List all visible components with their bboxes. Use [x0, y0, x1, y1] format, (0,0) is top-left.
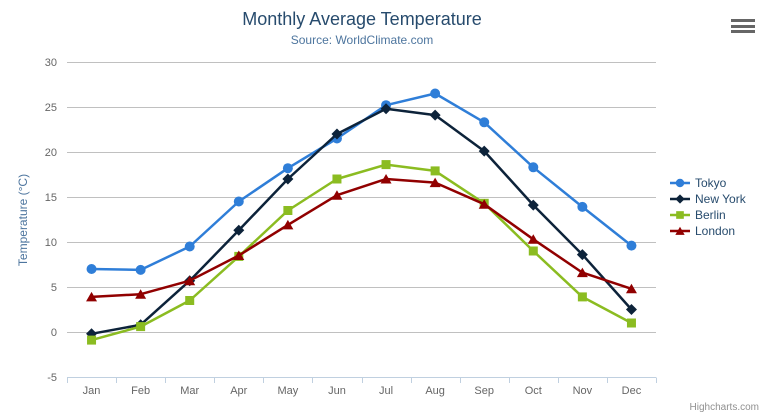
legend: Tokyo New York Berlin London: [670, 177, 746, 237]
point-tokyo-dec[interactable]: [626, 240, 637, 251]
point-tokyo-apr[interactable]: [233, 196, 244, 207]
series-line-tokyo[interactable]: [90, 92, 633, 272]
point-tokyo-jan[interactable]: [86, 264, 97, 274]
point-london-mar[interactable]: [184, 275, 196, 286]
legend-triangle-icon: [670, 226, 690, 235]
point-tokyo-may[interactable]: [282, 163, 293, 174]
legend-label: New York: [695, 192, 746, 206]
chart-subtitle: Source: WorldClimate.com: [290, 33, 434, 47]
point-berlin-oct[interactable]: [528, 246, 538, 256]
point-london-sep[interactable]: [478, 199, 490, 209]
point-tokyo-mar[interactable]: [184, 241, 195, 252]
legend-diamond-icon: [670, 194, 690, 204]
point-berlin-jun[interactable]: [332, 174, 342, 184]
point-london-jun[interactable]: [331, 190, 343, 200]
point-london-feb[interactable]: [135, 289, 147, 299]
point-berlin-dec[interactable]: [626, 318, 636, 328]
point-berlin-mar[interactable]: [185, 296, 195, 305]
point-london-jan[interactable]: [86, 291, 98, 302]
x-axis-label: Aug: [425, 385, 445, 397]
x-axis-label: Jun: [328, 385, 346, 397]
legend-label: London: [695, 224, 736, 238]
x-axis-label: Feb: [131, 385, 150, 397]
legend-marker: [676, 211, 684, 219]
legend-item-berlin[interactable]: Berlin: [670, 209, 746, 221]
point-new-york-oct[interactable]: [527, 199, 539, 211]
point-berlin-feb[interactable]: [136, 322, 146, 332]
point-berlin-aug[interactable]: [430, 166, 440, 176]
y-axis-label: 15: [45, 192, 57, 204]
chart-title: Monthly Average Temperature: [242, 9, 482, 29]
point-berlin-jul[interactable]: [381, 160, 391, 170]
point-tokyo-feb[interactable]: [135, 264, 146, 275]
point-new-york-may[interactable]: [282, 173, 294, 185]
point-london-dec[interactable]: [625, 283, 637, 294]
hamburger-icon-bar: [731, 24, 755, 28]
x-axis-label: Nov: [573, 385, 593, 397]
x-axis-label: May: [277, 385, 298, 397]
series-line-berlin[interactable]: [90, 163, 633, 342]
legend-circle-icon: [670, 178, 690, 188]
hamburger-icon-bar: [731, 19, 755, 22]
point-berlin-nov[interactable]: [577, 292, 587, 302]
y-axis-label: 0: [51, 327, 57, 339]
legend-square-icon: [670, 211, 690, 219]
legend-item-tokyo[interactable]: Tokyo: [670, 177, 746, 189]
point-london-apr[interactable]: [233, 250, 245, 261]
legend-marker: [675, 178, 685, 188]
x-axis-label: Jan: [83, 385, 101, 397]
y-axis-label: 30: [45, 57, 57, 69]
point-london-may[interactable]: [282, 219, 294, 230]
point-tokyo-sep[interactable]: [479, 117, 490, 128]
legend-item-new-york[interactable]: New York: [670, 193, 746, 205]
point-london-jul[interactable]: [380, 174, 392, 184]
point-london-oct[interactable]: [527, 234, 539, 244]
point-new-york-jul[interactable]: [380, 103, 392, 115]
x-axis-label: Dec: [622, 385, 642, 397]
x-axis-label: Jul: [379, 385, 393, 397]
series-line-new-york[interactable]: [90, 107, 633, 336]
legend-item-london[interactable]: London: [670, 225, 746, 237]
x-axis-label: Sep: [474, 385, 494, 397]
point-london-nov[interactable]: [576, 267, 588, 278]
chart-context-menu-button[interactable]: [731, 19, 755, 33]
point-new-york-apr[interactable]: [233, 224, 245, 236]
legend-marker: [675, 226, 685, 235]
legend-label: Berlin: [695, 208, 726, 222]
y-axis-label: 10: [45, 237, 57, 249]
point-tokyo-aug[interactable]: [430, 88, 441, 99]
legend-label: Tokyo: [695, 176, 727, 190]
x-axis-label: Oct: [525, 385, 542, 397]
point-tokyo-oct[interactable]: [528, 162, 539, 173]
point-new-york-sep[interactable]: [478, 145, 490, 157]
y-axis-title: Temperature (°C): [16, 173, 30, 267]
point-berlin-jan[interactable]: [87, 335, 97, 345]
y-axis-label: 20: [45, 147, 57, 159]
x-axis-label: Apr: [230, 385, 247, 397]
point-new-york-aug[interactable]: [429, 109, 441, 121]
y-axis-label: -5: [47, 372, 57, 384]
y-axis-label: 5: [51, 282, 57, 294]
y-axis-label: 25: [45, 102, 57, 114]
legend-marker: [675, 194, 685, 204]
credits-link[interactable]: Highcharts.com: [689, 402, 759, 413]
point-new-york-dec[interactable]: [625, 304, 637, 315]
series-line-london[interactable]: [90, 177, 633, 299]
point-new-york-nov[interactable]: [576, 249, 588, 261]
point-tokyo-nov[interactable]: [577, 201, 588, 212]
point-berlin-may[interactable]: [283, 206, 293, 215]
x-axis-label: Mar: [180, 385, 199, 397]
hamburger-icon-bar: [731, 30, 755, 33]
point-london-aug[interactable]: [429, 177, 441, 188]
point-new-york-jun[interactable]: [331, 128, 343, 140]
